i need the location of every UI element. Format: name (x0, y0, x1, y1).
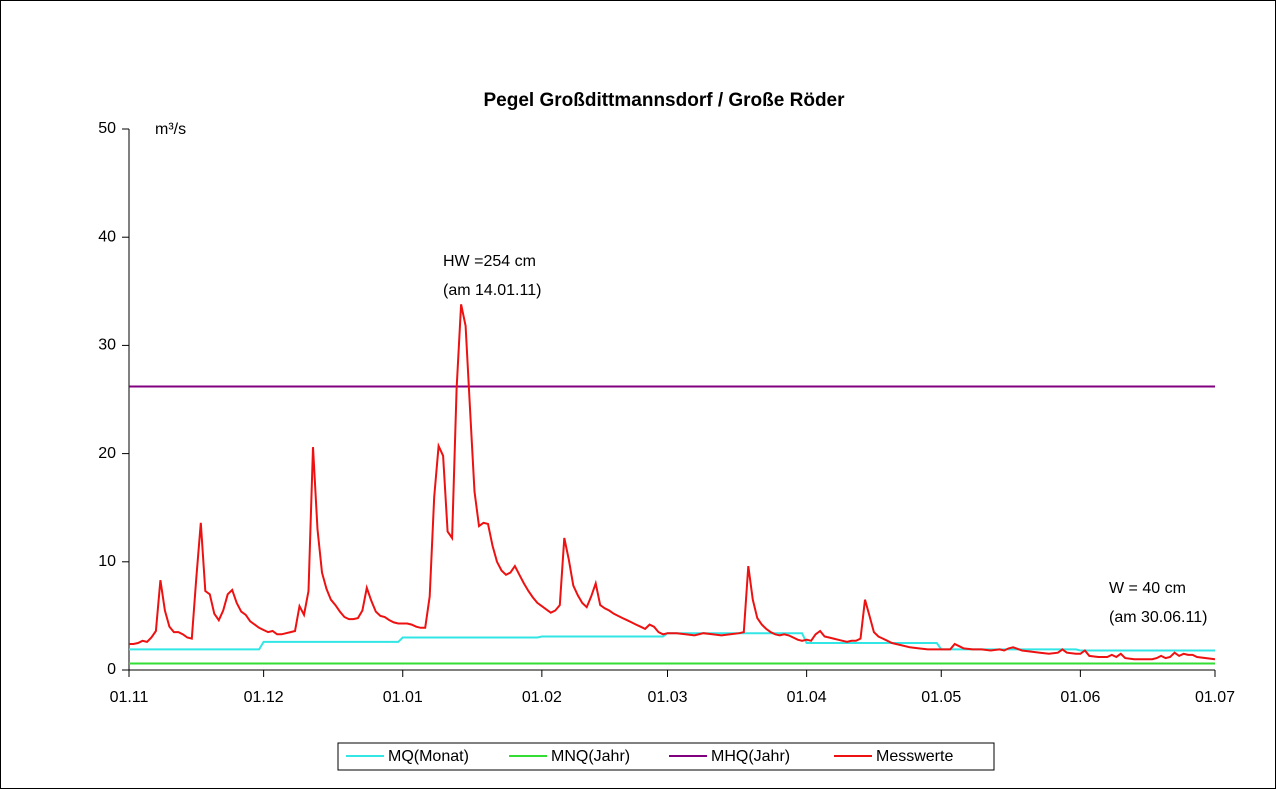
x-tick-label: 01.06 (1060, 689, 1100, 706)
y-axis-label: m³/s (155, 121, 186, 138)
annotation: (am 30.06.11) (1109, 609, 1207, 626)
x-tick-label: 01.04 (787, 689, 827, 706)
series-line (129, 304, 1216, 661)
y-tick-label: 30 (98, 337, 116, 354)
y-tick-label: 0 (107, 661, 116, 678)
chart-title: Pegel Großdittmannsdorf / Große Röder (483, 90, 845, 111)
y-tick-label: 10 (98, 553, 116, 570)
legend-label: MHQ(Jahr) (711, 748, 790, 765)
annotation: W = 40 cm (1109, 580, 1186, 597)
x-tick-label: 01.05 (921, 689, 961, 706)
annotation: (am 14.01.11) (443, 282, 541, 299)
x-tick-label: 01.07 (1195, 689, 1235, 706)
legend-label: MQ(Monat) (388, 748, 469, 765)
y-tick-label: 20 (98, 445, 116, 462)
x-tick-label: 01.12 (244, 689, 284, 706)
x-tick-label: 01.01 (383, 689, 423, 706)
x-tick-label: 01.02 (522, 689, 562, 706)
y-tick-label: 50 (98, 120, 116, 137)
x-tick-label: 01.11 (110, 689, 149, 706)
legend-label: MNQ(Jahr) (551, 748, 630, 765)
legend-box (337, 742, 995, 771)
annotation: HW =254 cm (443, 253, 536, 270)
x-tick-label: 01.03 (647, 689, 687, 706)
legend-label: Messwerte (876, 748, 953, 765)
y-tick-label: 40 (98, 228, 116, 245)
